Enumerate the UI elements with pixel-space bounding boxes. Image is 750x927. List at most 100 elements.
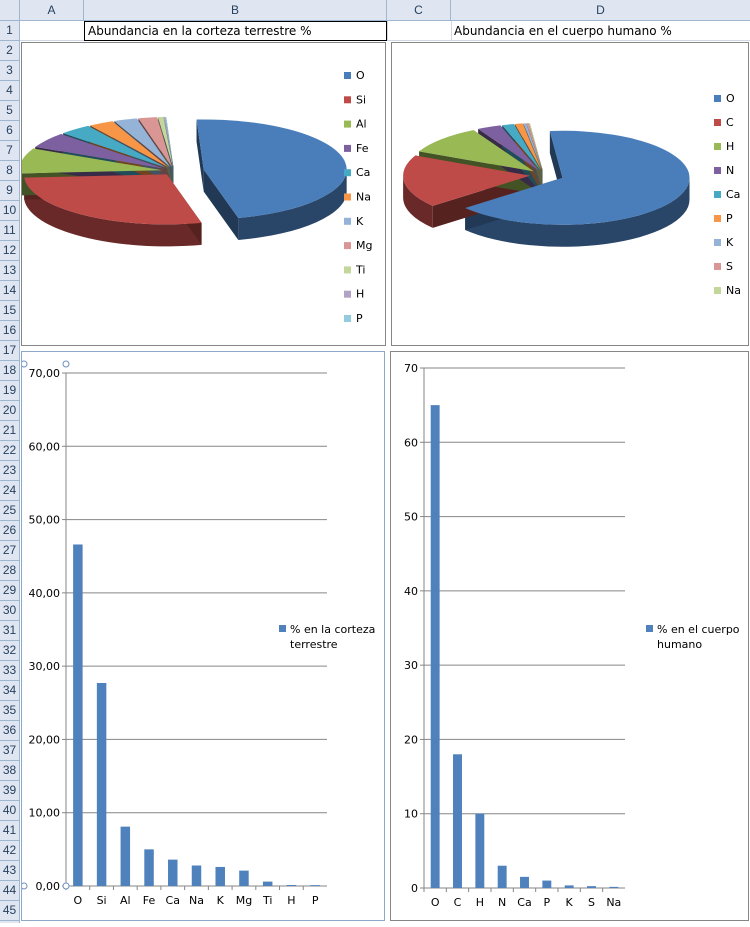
pie-slice-O[interactable] (465, 130, 690, 225)
bar-Si[interactable] (96, 682, 107, 886)
row-header-41[interactable]: 41 (0, 821, 19, 841)
resize-handle[interactable] (20, 882, 28, 890)
row-header-18[interactable]: 18 (0, 361, 19, 381)
row-header-5[interactable]: 5 (0, 101, 19, 121)
row-header-3[interactable]: 3 (0, 61, 19, 81)
row-header-4[interactable]: 4 (0, 81, 19, 101)
bar-N[interactable] (497, 865, 507, 888)
pie-slice-H[interactable] (419, 130, 534, 172)
row-header-36[interactable]: 36 (0, 721, 19, 741)
column-header-b[interactable]: B (84, 0, 387, 20)
pie-slice-P[interactable] (514, 123, 542, 170)
cell-d1[interactable]: Abundancia en el cuerpo humano % (454, 24, 672, 38)
row-header-43[interactable]: 43 (0, 861, 19, 881)
bar-P[interactable] (310, 885, 320, 886)
row-header-10[interactable]: 10 (0, 201, 19, 221)
row-header-45[interactable]: 45 (0, 901, 19, 921)
row-header-8[interactable]: 8 (0, 161, 19, 181)
chart-pie-crust[interactable]: O Si Al Fe Ca Na K Mg Ti H P (19, 42, 386, 346)
row-header-35[interactable]: 35 (0, 701, 19, 721)
bar-O[interactable] (73, 544, 83, 886)
row-header-29[interactable]: 29 (0, 581, 19, 601)
pie-slice-S[interactable] (526, 123, 543, 170)
row-header-23[interactable]: 23 (0, 461, 19, 481)
pie-slice-Al[interactable] (19, 148, 163, 174)
bar-Mg[interactable] (239, 870, 249, 886)
pie-slice-K[interactable] (523, 123, 543, 170)
row-header-32[interactable]: 32 (0, 641, 19, 661)
row-header-19[interactable]: 19 (0, 381, 19, 401)
row-header-21[interactable]: 21 (0, 421, 19, 441)
pie-slice-Mg[interactable] (138, 117, 172, 167)
row-header-15[interactable]: 15 (0, 301, 19, 321)
bar-Fe[interactable] (144, 849, 154, 886)
row-header-20[interactable]: 20 (0, 401, 19, 421)
resize-handle[interactable] (62, 360, 70, 368)
pie-slice-H[interactable] (163, 116, 174, 167)
pie-slice-Fe[interactable] (35, 134, 165, 169)
pie-slice-Na[interactable] (90, 121, 169, 168)
bar-P[interactable] (542, 880, 552, 888)
bar-Ca[interactable] (168, 859, 178, 886)
row-header-38[interactable]: 38 (0, 761, 19, 781)
bar-K[interactable] (215, 866, 225, 886)
row-header-7[interactable]: 7 (0, 141, 19, 161)
bar-K[interactable] (564, 885, 574, 888)
row-header-6[interactable]: 6 (0, 121, 19, 141)
row-header-37[interactable]: 37 (0, 741, 19, 761)
pie-slice-N[interactable] (478, 125, 539, 171)
column-header-d[interactable]: D (596, 3, 605, 17)
chart-bar-human[interactable]: 0 10 20 30 40 50 60 70 O C H N Ca P K S Na % en el cuerpo… (390, 351, 749, 921)
pie-slice-Ti[interactable] (158, 116, 173, 167)
row-header-22[interactable]: 22 (0, 441, 19, 461)
cell-b1[interactable]: Abundancia en la corteza terrestre % (88, 24, 312, 38)
row-header-40[interactable]: 40 (0, 801, 19, 821)
row-header-39[interactable]: 39 (0, 781, 19, 801)
bar-C[interactable] (453, 754, 462, 888)
bar-Na[interactable] (191, 865, 202, 886)
pie-slice-O[interactable] (196, 119, 347, 218)
row-header-16[interactable]: 16 (0, 321, 19, 341)
pie-slice-C[interactable] (403, 155, 531, 206)
pie-slice-Na[interactable] (528, 123, 543, 170)
row-header-2[interactable]: 2 (0, 41, 19, 61)
row-header-31[interactable]: 31 (0, 621, 19, 641)
bar-O[interactable] (430, 405, 440, 888)
pie-slice-Ca[interactable] (502, 124, 541, 170)
bar-H[interactable] (286, 884, 297, 886)
resize-handle[interactable] (20, 360, 28, 368)
row-header-9[interactable]: 9 (0, 181, 19, 201)
column-header-a[interactable]: A (20, 0, 84, 20)
row-header-30[interactable]: 30 (0, 601, 19, 621)
row-header-12[interactable]: 12 (0, 241, 19, 261)
chart-bar-crust[interactable]: 0,00 10,00 20,00 30,00 40,00 50,00 60,00 70,00 O… (20, 351, 385, 921)
pie-slice-Si[interactable] (24, 174, 202, 225)
row-header-14[interactable]: 14 (0, 281, 19, 301)
row-header-44[interactable]: 44 (0, 881, 19, 901)
row-header-1[interactable]: 1 (0, 21, 19, 41)
bar-S[interactable] (587, 886, 596, 888)
pie-slice-K[interactable] (114, 118, 171, 168)
bar-Ca[interactable] (520, 876, 529, 888)
select-all-corner[interactable] (0, 0, 20, 20)
resize-handle[interactable] (62, 882, 70, 890)
row-header-33[interactable]: 33 (0, 661, 19, 681)
pie-slice-Ca[interactable] (63, 125, 167, 168)
bar-H[interactable] (475, 813, 485, 888)
row-header-42[interactable]: 42 (0, 841, 19, 861)
bar-Al[interactable] (120, 826, 131, 886)
row-header-11[interactable]: 11 (0, 221, 19, 241)
row-header-27[interactable]: 27 (0, 541, 19, 561)
bar-Ti[interactable] (262, 881, 273, 886)
row-header-34[interactable]: 34 (0, 681, 19, 701)
row-header-28[interactable]: 28 (0, 561, 19, 581)
pie-slice-P[interactable] (165, 116, 174, 167)
row-header-26[interactable]: 26 (0, 521, 19, 541)
bar-Na[interactable] (609, 886, 619, 888)
row-header-17[interactable]: 17 (0, 341, 19, 361)
chart-pie-human[interactable]: O C H N Ca P K S Na (391, 42, 749, 346)
column-header-c[interactable]: C (387, 0, 451, 20)
row-header-24[interactable]: 24 (0, 481, 19, 501)
row-header-13[interactable]: 13 (0, 261, 19, 281)
row-header-25[interactable]: 25 (0, 501, 19, 521)
